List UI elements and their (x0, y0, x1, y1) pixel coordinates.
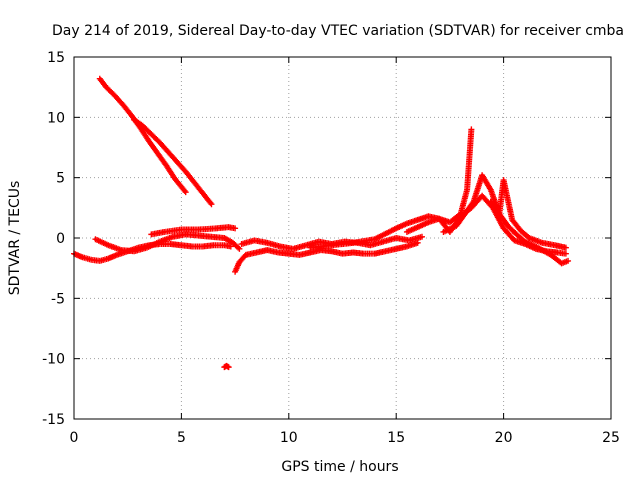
series-track-i (403, 192, 569, 257)
data-point (562, 250, 569, 257)
series-track-b (131, 116, 215, 208)
series-track-d (92, 231, 243, 255)
data-point (468, 126, 475, 133)
x-tick-label: 25 (602, 430, 620, 446)
data-point (236, 245, 243, 252)
data-layer (71, 75, 572, 371)
axis-layer: 0 5 10 15 20 25 -15 -10 -5 0 5 10 15 (42, 50, 620, 446)
data-point (562, 244, 569, 251)
data-point (232, 225, 239, 232)
x-tick-label: 10 (280, 430, 298, 446)
chart-title: Day 214 of 2019, Sidereal Day-to-day VTE… (52, 23, 624, 39)
data-point (208, 201, 215, 208)
data-point (565, 257, 572, 264)
series-track-k (487, 177, 569, 251)
y-tick-label: -10 (42, 352, 65, 368)
y-tick-label: -5 (51, 291, 65, 307)
series-outlier (221, 362, 232, 371)
y-tick-label: 15 (47, 50, 65, 66)
y-axis-label: SDTVAR / TECUs (7, 181, 23, 296)
x-tick-label: 0 (70, 430, 79, 446)
series-track-a (96, 75, 189, 196)
data-point (227, 243, 234, 250)
x-tick-label: 20 (495, 430, 513, 446)
series-track-f (232, 239, 421, 275)
y-tick-label: 0 (56, 231, 65, 247)
x-tick-label: 15 (387, 430, 405, 446)
data-point (225, 364, 232, 371)
data-point (418, 233, 425, 240)
data-point (182, 189, 189, 196)
y-tick-label: 10 (47, 110, 65, 126)
y-tick-label: -15 (42, 412, 65, 428)
series-track-e (148, 224, 239, 238)
y-tick-label: 5 (56, 171, 65, 187)
x-axis-label: GPS time / hours (281, 459, 398, 475)
data-point (235, 244, 242, 251)
x-tick-label: 5 (177, 430, 186, 446)
